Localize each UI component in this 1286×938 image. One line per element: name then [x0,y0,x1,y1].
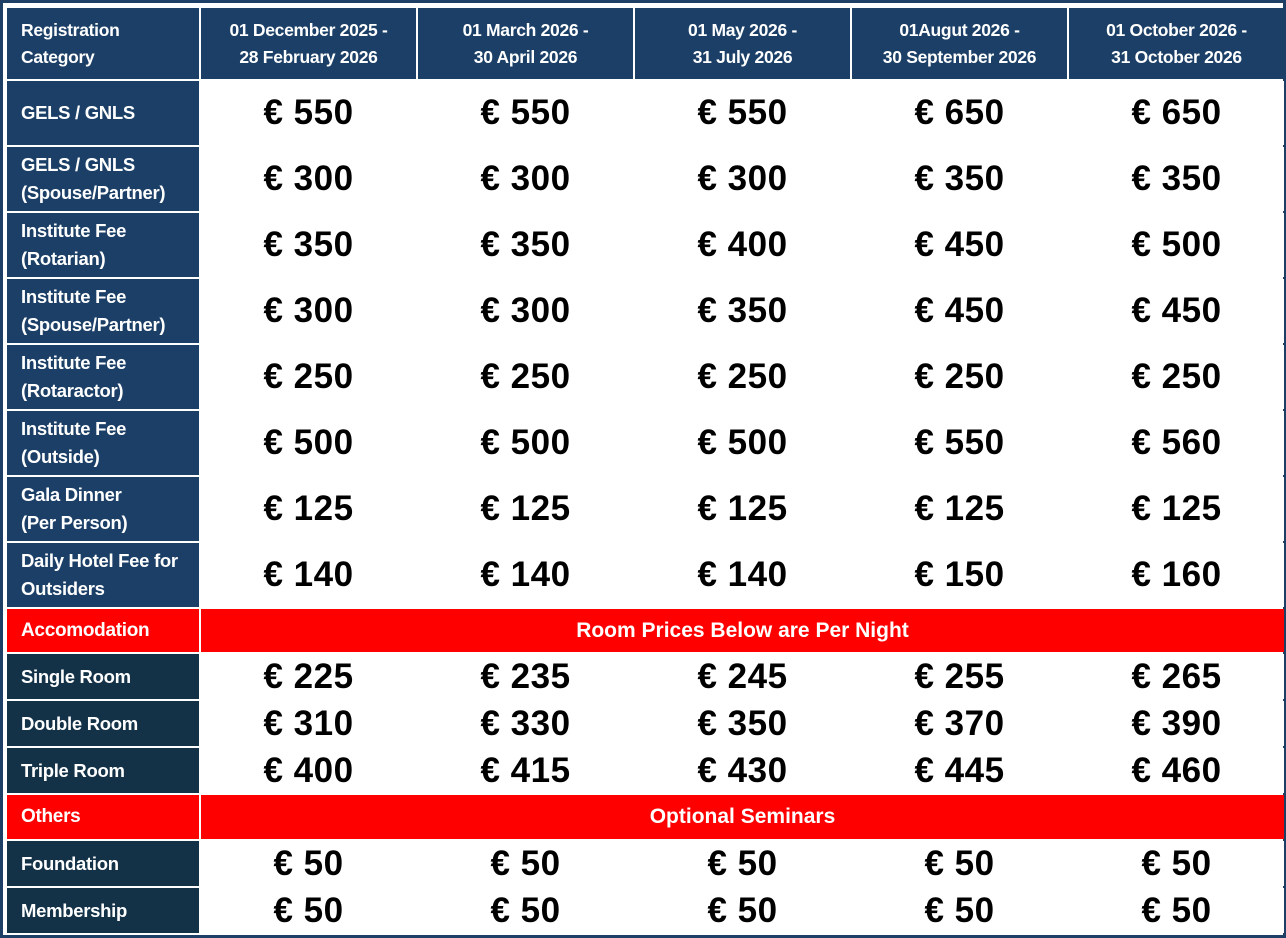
price-cell: € 300 [201,279,416,343]
price-cell: € 125 [201,477,416,541]
price-cell: € 500 [418,411,633,475]
price-cell: € 400 [635,213,850,277]
price-cell: € 50 [852,888,1067,933]
price-cell: € 125 [1069,477,1284,541]
price-cell: € 350 [418,213,633,277]
row-label: Daily Hotel Fee for Outsiders [7,543,199,607]
price-cell: € 450 [852,279,1067,343]
price-cell: € 140 [201,543,416,607]
row-label: Gala Dinner (Per Person) [7,477,199,541]
price-cell: € 350 [635,701,850,746]
price-cell: € 125 [418,477,633,541]
price-cell: € 50 [1069,841,1284,886]
row-label: Double Room [7,701,199,746]
header-period: 01Augut 2026 -30 September 2026 [852,8,1067,79]
price-cell: € 160 [1069,543,1284,607]
price-cell: € 350 [635,279,850,343]
row-label: Membership [7,888,199,933]
price-cell: € 245 [635,654,850,699]
price-cell: € 140 [418,543,633,607]
price-cell: € 250 [418,345,633,409]
row-label: Foundation [7,841,199,886]
header-period: 01 May 2026 -31 July 2026 [635,8,850,79]
price-cell: € 50 [201,841,416,886]
price-cell: € 250 [852,345,1067,409]
row-label: Institute Fee (Spouse/Partner) [7,279,199,343]
price-cell: € 50 [418,888,633,933]
row-label: Institute Fee (Outside) [7,411,199,475]
price-cell: € 370 [852,701,1067,746]
row-label: Institute Fee (Rotarian) [7,213,199,277]
row-label: GELS / GNLS [7,81,199,145]
section-label-others: Others [7,795,199,839]
price-cell: € 450 [852,213,1067,277]
price-cell: € 255 [852,654,1067,699]
price-cell: € 390 [1069,701,1284,746]
section-label-accommodation: Accomodation [7,609,199,652]
header-period: 01 March 2026 -30 April 2026 [418,8,633,79]
header-category: Registration Category [7,8,199,79]
price-cell: € 450 [1069,279,1284,343]
price-cell: € 650 [852,81,1067,145]
price-cell: € 150 [852,543,1067,607]
row-label: Single Room [7,654,199,699]
price-cell: € 50 [852,841,1067,886]
header-period: 01 December 2025 -28 February 2026 [201,8,416,79]
price-cell: € 250 [201,345,416,409]
row-label: Triple Room [7,748,199,793]
price-cell: € 350 [1069,147,1284,211]
section-note-others: Optional Seminars [201,795,1284,839]
price-cell: € 500 [1069,213,1284,277]
row-label: GELS / GNLS (Spouse/Partner) [7,147,199,211]
section-note-accommodation: Room Prices Below are Per Night [201,609,1284,652]
price-cell: € 415 [418,748,633,793]
price-cell: € 300 [635,147,850,211]
price-cell: € 650 [1069,81,1284,145]
price-cell: € 350 [201,213,416,277]
price-cell: € 310 [201,701,416,746]
price-cell: € 560 [1069,411,1284,475]
price-cell: € 265 [1069,654,1284,699]
price-cell: € 50 [635,888,850,933]
price-cell: € 400 [201,748,416,793]
price-cell: € 550 [635,81,850,145]
price-cell: € 550 [852,411,1067,475]
price-cell: € 125 [635,477,850,541]
row-label: Institute Fee (Rotaractor) [7,345,199,409]
price-cell: € 50 [418,841,633,886]
price-cell: € 50 [1069,888,1284,933]
header-period: 01 October 2026 -31 October 2026 [1069,8,1284,79]
price-cell: € 430 [635,748,850,793]
price-cell: € 500 [201,411,416,475]
price-cell: € 445 [852,748,1067,793]
price-cell: € 550 [418,81,633,145]
price-cell: € 460 [1069,748,1284,793]
price-cell: € 125 [852,477,1067,541]
price-cell: € 300 [418,147,633,211]
price-cell: € 250 [1069,345,1284,409]
price-cell: € 140 [635,543,850,607]
price-cell: € 500 [635,411,850,475]
price-cell: € 350 [852,147,1067,211]
price-cell: € 250 [635,345,850,409]
price-cell: € 50 [201,888,416,933]
price-cell: € 225 [201,654,416,699]
price-cell: € 235 [418,654,633,699]
price-cell: € 300 [418,279,633,343]
price-cell: € 50 [635,841,850,886]
price-cell: € 330 [418,701,633,746]
price-cell: € 550 [201,81,416,145]
price-cell: € 300 [201,147,416,211]
